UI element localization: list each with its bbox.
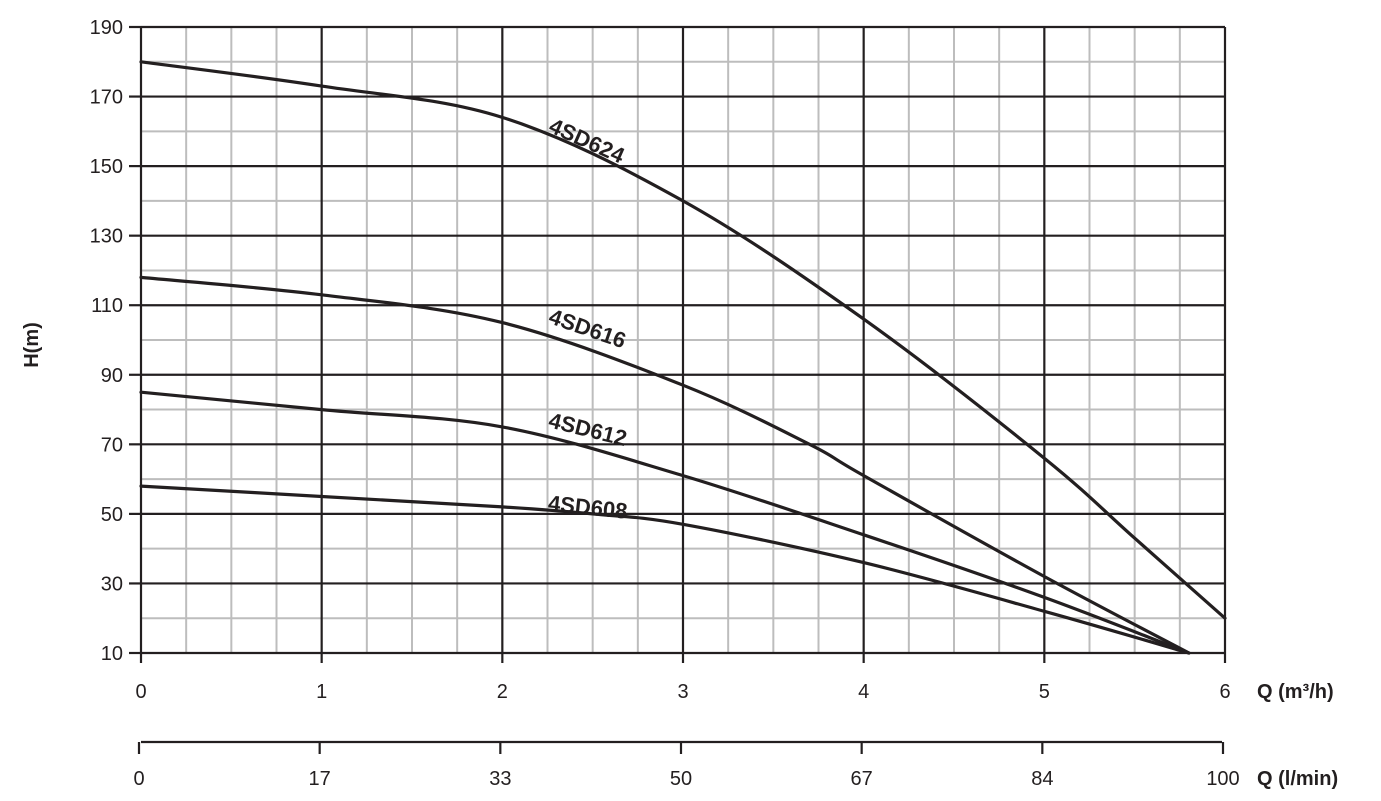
series-label: 4SD624 — [545, 113, 628, 168]
x-axis-label: Q (m³/h) — [1257, 681, 1334, 703]
y-tick-label: 50 — [101, 504, 123, 526]
x2-tick-label: 0 — [133, 768, 144, 790]
curve-4sd612 — [139, 390, 1191, 655]
y-tick-label: 150 — [90, 156, 123, 178]
x-axis-label-secondary: Q (l/min) — [1257, 768, 1338, 790]
x2-tick-label: 67 — [851, 768, 873, 790]
x2-tick-label: 100 — [1206, 768, 1239, 790]
series-label: 4SD608 — [547, 491, 629, 524]
curves — [139, 60, 1227, 655]
x-tick-label: 5 — [1039, 681, 1050, 703]
y-tick-label: 170 — [90, 87, 123, 109]
y-tick-label: 10 — [101, 643, 123, 665]
y-tick-label: 190 — [90, 17, 123, 39]
grid — [139, 25, 1227, 655]
x-tick-label: 4 — [858, 681, 869, 703]
x-tick-label: 1 — [316, 681, 327, 703]
x-tick-label: 0 — [135, 681, 146, 703]
y-axis-label: H(m) — [21, 322, 43, 368]
series-label: 4SD616 — [546, 304, 629, 354]
curve-4sd624 — [139, 60, 1227, 620]
y-tick-label: 70 — [101, 434, 123, 456]
y-tick-label: 110 — [91, 295, 123, 317]
x2-tick-label: 33 — [489, 768, 511, 790]
x2-tick-label: 84 — [1031, 768, 1053, 790]
y-tick-label: 90 — [101, 365, 123, 387]
x-tick-label: 2 — [497, 681, 508, 703]
y-tick-label: 130 — [90, 226, 123, 248]
y-tick-label: 30 — [101, 573, 123, 595]
x-tick-label: 3 — [677, 681, 688, 703]
curve-4sd616 — [139, 275, 1191, 655]
x-tick-label: 6 — [1219, 681, 1230, 703]
x2-tick-label: 50 — [670, 768, 692, 790]
curve-4sd608 — [139, 484, 1191, 655]
x2-tick-label: 17 — [309, 768, 331, 790]
